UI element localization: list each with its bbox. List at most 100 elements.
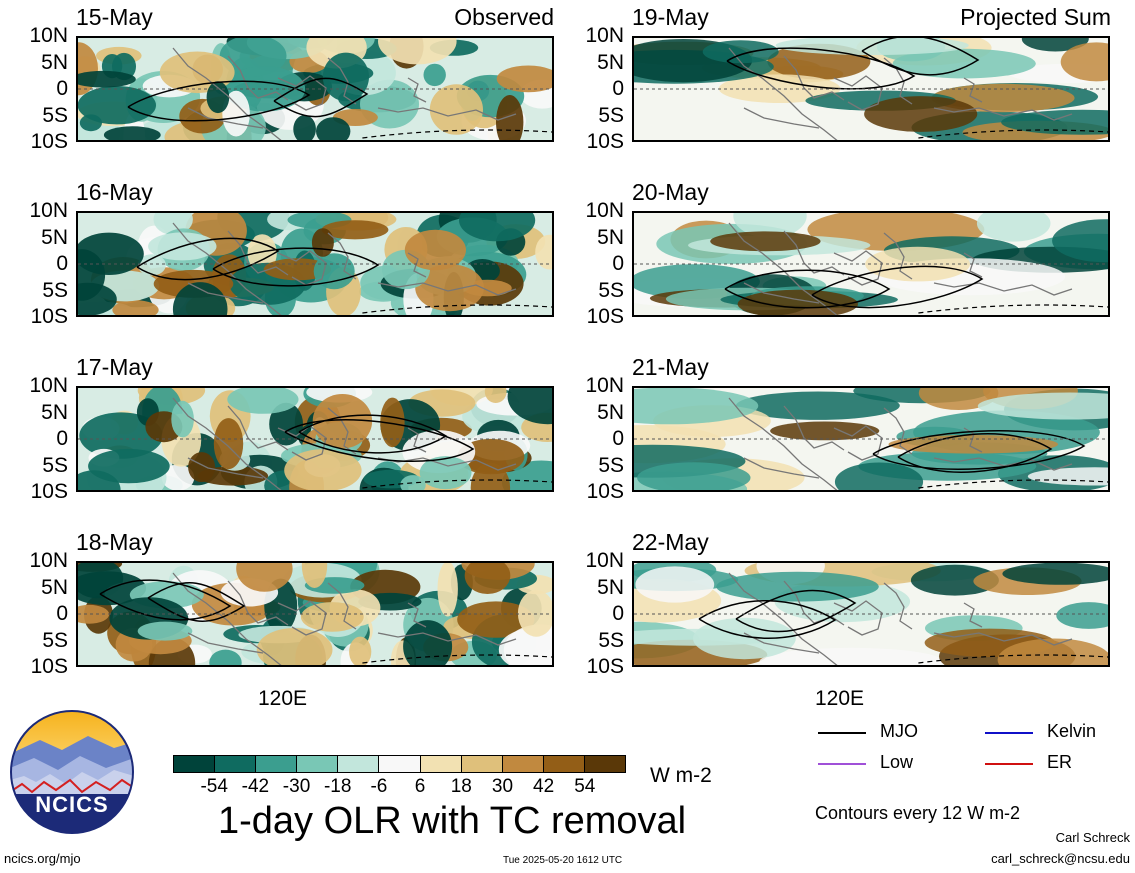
olr-anomaly-blob (496, 95, 524, 140)
coastline (783, 230, 845, 276)
latitude-label: 0 (612, 77, 624, 100)
mjo-contour (811, 265, 984, 309)
panel-date: 16-May (76, 179, 153, 205)
logo-text: NCICS (35, 792, 109, 817)
olr-anomaly-blob (78, 70, 136, 88)
olr-anomaly-blob (171, 400, 194, 438)
olr-anomaly-blob (78, 282, 117, 315)
coastline (377, 282, 517, 296)
legend-line-low (818, 763, 866, 765)
olr-anomaly-blob (634, 628, 784, 646)
latitude-label: 10S (30, 655, 68, 678)
mjo-contour (136, 237, 280, 281)
latitude-label: 0 (56, 427, 68, 450)
colorbar-tick-label: -30 (282, 776, 311, 797)
olr-anomaly-blob (227, 388, 299, 414)
panel-date: 15-May (76, 4, 153, 30)
olr-anomaly-blob (378, 38, 457, 65)
colorbar-segment (256, 756, 298, 772)
panel-type-label: Projected Sum (960, 4, 1111, 30)
latitude-label: 5N (597, 50, 624, 74)
olr-anomaly-blob (206, 81, 230, 114)
mjo-contour (273, 77, 369, 118)
coastline (963, 602, 983, 628)
olr-anomaly-blob (1001, 109, 1108, 135)
olr-anomaly-blob (137, 254, 166, 276)
olr-anomaly-blob (88, 448, 170, 484)
legend-label-mjo: MJO (880, 721, 918, 741)
coastline (377, 107, 517, 121)
coastline (883, 232, 913, 280)
colorbar-tick-label: -6 (370, 776, 388, 797)
olr-anomaly-blob (161, 464, 195, 490)
legend-label-er: ER (1047, 752, 1073, 772)
olr-anomaly-blob (429, 84, 483, 135)
panel-date: 20-May (632, 179, 709, 205)
coastline (963, 77, 983, 103)
colorbar-segment (420, 756, 462, 772)
latitude-label: 10S (586, 480, 624, 503)
coastline (933, 282, 1073, 296)
olr-anomaly-blob (997, 638, 1108, 665)
olr-anomaly-blob (112, 300, 159, 315)
coastline (728, 397, 838, 490)
colorbar-segment (584, 756, 626, 772)
coastline (833, 250, 883, 286)
mjo-contour (298, 414, 448, 454)
x-axis-label-right: 120E (815, 687, 865, 710)
coastline (277, 75, 327, 111)
coastline (783, 55, 845, 101)
latitude-label: 10N (29, 374, 68, 397)
coastline (883, 582, 913, 630)
latitude-label: 5S (42, 278, 68, 302)
latitude-label: 10S (586, 130, 624, 153)
coastline (743, 457, 820, 479)
coastline (227, 405, 289, 451)
olr-anomaly-blob (78, 42, 98, 96)
olr-anomaly-blob (1052, 219, 1108, 263)
mjo-contour (284, 418, 475, 463)
legend-line-kelvin (985, 732, 1033, 734)
olr-anomaly-blob (733, 213, 807, 238)
olr-anomaly-blob (976, 213, 1051, 242)
olr-anomaly-blob (507, 388, 552, 425)
coastline (172, 572, 282, 665)
olr-anomaly-blob (634, 388, 759, 425)
olr-anomaly-blob (321, 220, 389, 240)
mjo-contour-negative (362, 654, 552, 664)
latitude-label: 10S (586, 655, 624, 678)
olr-anomaly-blob (103, 126, 161, 140)
latitude-label: 5S (598, 278, 624, 302)
olr-anomaly-blob (284, 449, 362, 490)
mjo-contour-negative (918, 129, 1108, 139)
site-link[interactable]: ncics.org/mjo (4, 851, 81, 866)
coastline (833, 425, 883, 461)
mjo-contour (724, 269, 891, 309)
mjo-contour-negative (362, 129, 552, 139)
latitude-label: 5N (41, 575, 68, 599)
coastline (187, 282, 264, 304)
panel-date: 22-May (632, 529, 709, 555)
coastline (963, 252, 983, 278)
olr-anomaly-blob (423, 63, 446, 87)
latitude-label: 0 (56, 77, 68, 100)
mjo-contour (861, 38, 980, 76)
latitude-label: 10N (29, 549, 68, 572)
colorbar-segment (338, 756, 380, 772)
timestamp: Tue 2025-05-20 1612 UTC (503, 855, 623, 866)
mjo-contour (735, 589, 857, 633)
coastline (172, 47, 282, 140)
colorbar-segment (215, 756, 257, 772)
mjo-contour-negative (918, 479, 1108, 489)
olr-anomaly-blob (498, 627, 552, 665)
coastline (327, 407, 357, 455)
coastline (277, 425, 327, 461)
latitude-label: 0 (612, 252, 624, 275)
olr-anomaly-blob (457, 601, 535, 638)
colorbar-segment (461, 756, 503, 772)
latitude-label: 5S (42, 453, 68, 477)
panel-date: 19-May (632, 4, 709, 30)
latitude-label: 0 (612, 427, 624, 450)
colorbar-tick-label: 54 (574, 776, 596, 797)
figure-title: 1-day OLR with TC removal (218, 800, 687, 842)
